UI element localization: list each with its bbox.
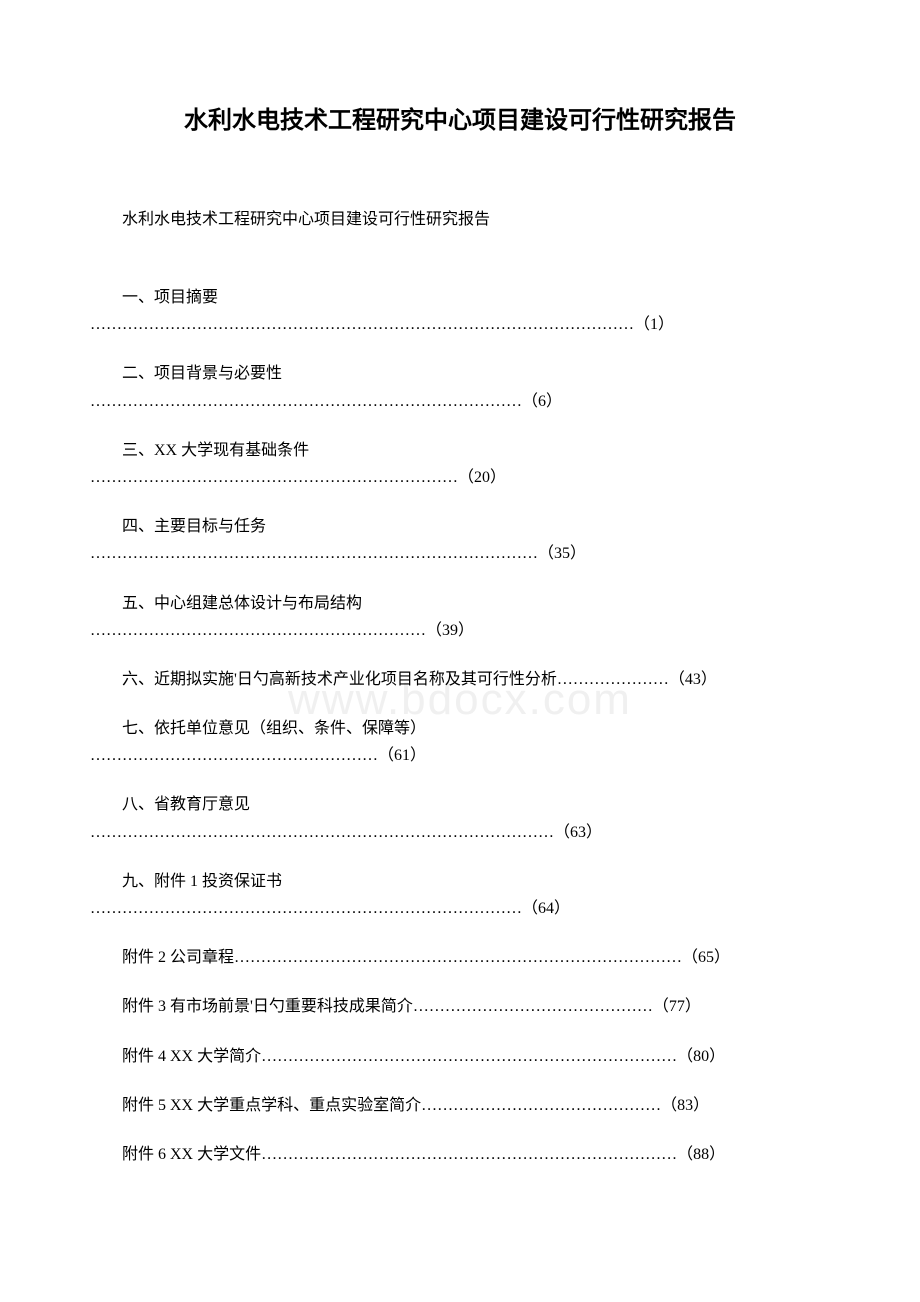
toc-label: 七、依托单位意见（组织、条件、保障等） xyxy=(90,715,830,742)
toc-entry: 五、中心组建总体设计与布局结构………………………………………………………（39） xyxy=(90,590,830,644)
toc-entry: 附件 6 XX 大学文件……………………………………………………………………（8… xyxy=(90,1141,830,1168)
toc-label: 一、项目摘要 xyxy=(90,284,830,311)
toc-dots: ………………………………………………………………………（6） xyxy=(90,388,830,415)
toc-dots: ………………………………………………………………………（64） xyxy=(90,895,830,922)
toc-label: 八、省教育厅意见 xyxy=(90,791,830,818)
toc-label: 五、中心组建总体设计与布局结构 xyxy=(90,590,830,617)
toc-entry: 附件 5 XX 大学重点学科、重点实验室简介………………………………………（83… xyxy=(90,1092,830,1119)
toc-dots: …………………………………………………………………………（35） xyxy=(90,540,830,567)
toc-label: 附件 5 XX 大学重点学科、重点实验室简介………………………………………（83… xyxy=(90,1092,830,1119)
table-of-contents: 一、项目摘要…………………………………………………………………………………………… xyxy=(90,284,830,1168)
toc-entry: 一、项目摘要…………………………………………………………………………………………… xyxy=(90,284,830,338)
toc-label: 附件 3 有市场前景'日勺重要科技成果简介………………………………………（77） xyxy=(90,993,830,1020)
toc-entry: 三、XX 大学现有基础条件……………………………………………………………（20） xyxy=(90,437,830,491)
toc-label: 四、主要目标与任务 xyxy=(90,513,830,540)
toc-label: 附件 2 公司章程…………………………………………………………………………（65… xyxy=(90,944,830,971)
toc-entry: 四、主要目标与任务…………………………………………………………………………（35… xyxy=(90,513,830,567)
toc-label: 附件 6 XX 大学文件……………………………………………………………………（8… xyxy=(90,1141,830,1168)
document-title: 水利水电技术工程研究中心项目建设可行性研究报告 xyxy=(90,100,830,135)
toc-dots: …………………………………………………………………………………………（1） xyxy=(90,311,830,338)
toc-entry: 八、省教育厅意见……………………………………………………………………………（63… xyxy=(90,791,830,845)
toc-label: 六、近期拟实施'日勺高新技术产业化项目名称及其可行性分析…………………（43） xyxy=(90,666,830,693)
toc-dots: ………………………………………………………（39） xyxy=(90,617,830,644)
toc-label: 附件 4 XX 大学简介……………………………………………………………………（8… xyxy=(90,1043,830,1070)
toc-entry: 附件 2 公司章程…………………………………………………………………………（65… xyxy=(90,944,830,971)
toc-dots: ………………………………………………（61） xyxy=(90,742,830,769)
toc-label: 九、附件 1 投资保证书 xyxy=(90,868,830,895)
toc-entry: 六、近期拟实施'日勺高新技术产业化项目名称及其可行性分析…………………（43） xyxy=(90,666,830,693)
toc-entry: 附件 3 有市场前景'日勺重要科技成果简介………………………………………（77） xyxy=(90,993,830,1020)
toc-entry: 九、附件 1 投资保证书………………………………………………………………………（… xyxy=(90,868,830,922)
toc-dots: ……………………………………………………………………………（63） xyxy=(90,819,830,846)
toc-label: 二、项目背景与必要性 xyxy=(90,360,830,387)
document-subtitle: 水利水电技术工程研究中心项目建设可行性研究报告 xyxy=(90,205,830,229)
toc-entry: 二、项目背景与必要性………………………………………………………………………（6） xyxy=(90,360,830,414)
toc-label: 三、XX 大学现有基础条件 xyxy=(90,437,830,464)
toc-dots: ……………………………………………………………（20） xyxy=(90,464,830,491)
toc-entry: 七、依托单位意见（组织、条件、保障等）………………………………………………（61… xyxy=(90,715,830,769)
toc-entry: 附件 4 XX 大学简介……………………………………………………………………（8… xyxy=(90,1043,830,1070)
